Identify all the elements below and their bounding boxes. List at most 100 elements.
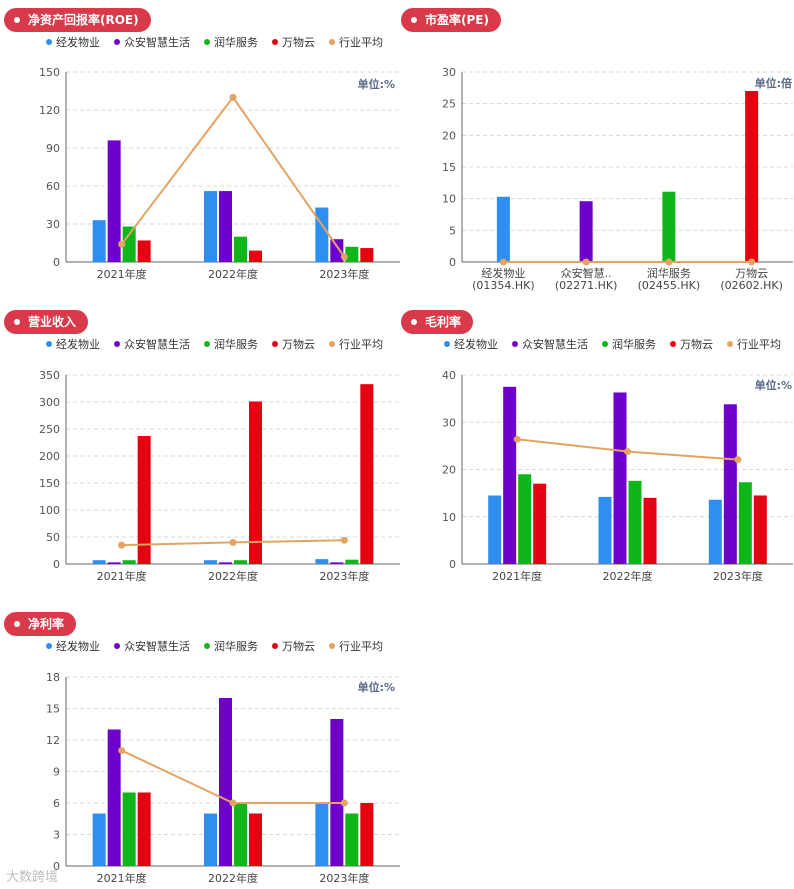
unit-note: 单位:% [755,378,792,392]
bar-润华服务-2 [738,482,752,564]
legend-label-万物云: 万物云 [282,35,315,49]
y-tick-label: 15 [442,161,456,174]
x-tick-label: 2021年度 [492,569,542,583]
y-tick-label: 5 [449,224,456,237]
legend-label-经发物业: 经发物业 [454,337,498,351]
legend-marker-行业平均 [727,341,733,347]
y-tick-label: 50 [46,531,60,544]
legend-label-众安智慧生活: 众安智慧生活 [124,639,190,653]
y-tick-label: 250 [39,423,60,436]
legend-marker-万物云 [272,341,278,347]
bar-经发物业-1 [598,496,612,564]
y-tick-label: 3 [53,829,60,842]
point-行业平均-1 [229,538,237,546]
legend-marker-行业平均 [329,341,335,347]
bar-众安智慧生活-1 [219,698,232,866]
point-行业平均-0 [513,435,521,443]
point-行业平均-1 [624,448,631,456]
legend-marker-经发物业 [46,643,52,649]
y-tick-label: 40 [442,369,456,382]
bar-经发物业-0 [496,196,510,262]
bar-万物云-2 [360,803,374,866]
pe-title-pill: 市盈率(PE) [401,8,501,32]
roe-title: 净资产回报率(ROE) [28,13,139,27]
y-tick-label: 300 [39,396,60,409]
legend-marker-润华服务 [204,39,210,45]
gross-margin-chart: 经发物业 众安智慧生活 润华服务 万物云 行业平均 0 10 20 30 40 单位:% 2021年度… [442,337,793,583]
bar-万物云-2 [360,384,374,564]
y-tick-label: 0 [449,558,456,571]
bar-润华服务-2 [345,246,359,262]
y-tick-label: 10 [442,193,456,206]
unit-note: 单位:倍 [755,76,792,90]
point-行业平均-0 [118,747,126,754]
y-tick-label: 0 [53,558,60,571]
x-tick-label: 2023年度 [319,871,369,885]
bar-经发物业-0 [92,813,106,866]
bar-经发物业-2 [315,803,329,866]
bullet-icon [14,17,20,23]
bullet-icon [14,319,20,325]
legend-label-众安智慧生活: 众安智慧生活 [522,337,588,351]
x-tick-label: 2022年度 [208,267,258,281]
legend-label-行业平均: 行业平均 [339,640,383,653]
roe-chart: 经发物业 众安智慧生活 润华服务 万物云 行业平均 0 30 60 90 120 150 单位:% 20… [39,35,400,281]
revenue-chart: 经发物业 众安智慧生活 润华服务 万物云 行业平均 0 50 100 150 200 250 300 3… [39,337,400,583]
legend-marker-众安智慧生活 [114,643,120,649]
x-tick-label: 润华服务 [647,266,691,280]
line-行业平均 [120,95,346,258]
y-tick-label: 60 [46,180,60,193]
point-行业平均-1 [229,799,237,807]
y-tick-label: 30 [442,416,456,429]
bar-经发物业-0 [488,495,502,564]
net-margin-title-pill: 净利率 [4,612,77,636]
bullet-icon [411,17,417,23]
legend-marker-行业平均 [329,39,335,45]
roe-title-pill: 净资产回报率(ROE) [4,8,151,32]
y-tick-label: 90 [46,142,60,155]
bullet-icon [14,621,20,627]
bar-润华服务-2 [662,191,676,262]
legend-label-万物云: 万物云 [680,337,713,351]
bar-润华服务-2 [345,559,359,564]
legend-label-润华服务: 润华服务 [214,337,258,351]
bar-润华服务-0 [122,226,136,262]
point-行业平均-0 [118,240,126,248]
legend-label-经发物业: 经发物业 [56,35,100,49]
y-tick-label: 0 [53,256,60,269]
y-tick-label: 120 [39,104,60,117]
bar-万物云-1 [249,813,262,866]
unit-note: 单位:% [358,77,395,91]
y-tick-label: 12 [46,734,60,747]
bar-万物云-1 [249,250,262,262]
legend-label-万物云: 万物云 [282,639,315,653]
bar-众安智慧生活-1 [219,191,232,262]
bar-润华服务-0 [122,560,136,564]
x-tick-label: (02271.HK) [555,279,618,292]
net-margin-chart: 经发物业 众安智慧生活 润华服务 万物云 行业平均 0 3 6 9 12 15 18 单位:% 2021年… [46,639,400,885]
unit-note: 单位:% [358,680,395,694]
bar-万物云-1 [643,497,657,564]
bar-经发物业-1 [204,191,217,262]
bar-经发物业-0 [92,220,106,262]
bar-万物云-0 [137,792,151,866]
y-tick-label: 30 [46,218,60,231]
x-tick-label: 2021年度 [97,871,147,885]
pe-title: 市盈率(PE) [425,13,489,27]
point-行业平均-2 [665,258,673,266]
net-margin-title: 净利率 [28,617,65,631]
y-tick-label: 350 [39,369,60,382]
x-tick-label: (02455.HK) [638,279,701,292]
bar-众安智慧生活-0 [503,386,517,564]
bar-众安智慧生活-1 [613,392,627,564]
bar-万物云-2 [360,248,374,262]
x-tick-label: 2022年度 [603,569,653,583]
legend-marker-润华服务 [204,341,210,347]
legend-label-众安智慧生活: 众安智慧生活 [124,35,190,49]
legend-label-行业平均: 行业平均 [737,338,781,351]
y-tick-label: 20 [442,129,456,142]
revenue-title: 营业收入 [28,315,77,329]
bar-润华服务-2 [345,813,359,866]
bar-众安智慧生活-0 [107,140,121,262]
legend-label-润华服务: 润华服务 [214,35,258,49]
